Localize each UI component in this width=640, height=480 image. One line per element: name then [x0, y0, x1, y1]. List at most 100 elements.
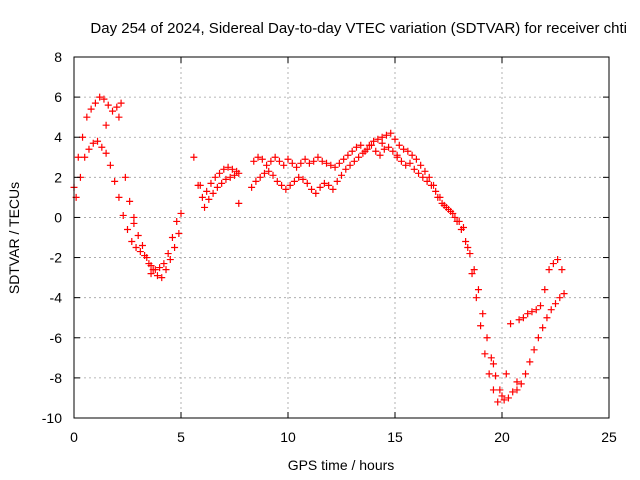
data-point	[344, 151, 352, 159]
data-point	[130, 219, 138, 227]
data-point	[380, 145, 388, 153]
data-point	[254, 153, 262, 161]
data-point	[205, 195, 213, 203]
data-point	[258, 155, 266, 163]
data-point	[489, 360, 497, 368]
data-point	[507, 320, 515, 328]
data-point	[109, 107, 117, 115]
data-point	[303, 179, 311, 187]
data-point	[269, 171, 277, 179]
data-point	[263, 161, 271, 169]
data-point	[560, 290, 568, 298]
y-tick-label: 6	[54, 89, 62, 105]
x-tick-label: 25	[601, 429, 617, 445]
data-point	[280, 161, 288, 169]
data-point	[286, 181, 294, 189]
data-point	[156, 264, 164, 272]
data-point	[346, 161, 354, 169]
y-tick-label: 0	[54, 209, 62, 225]
data-point	[376, 151, 384, 159]
data-point	[104, 101, 112, 109]
data-point	[275, 157, 283, 165]
data-point	[115, 113, 123, 121]
data-point	[235, 169, 243, 177]
x-tick-label: 5	[177, 429, 185, 445]
data-point	[357, 141, 365, 149]
data-point	[267, 157, 275, 165]
data-point	[323, 159, 331, 167]
data-point	[440, 201, 448, 209]
data-point	[389, 147, 397, 155]
data-point	[410, 165, 418, 173]
data-point	[340, 155, 348, 163]
data-point	[445, 205, 452, 213]
y-tick-labels: -10 -8 -6 -4 -2 0 2 4 6 8	[42, 49, 62, 426]
data-point	[278, 181, 286, 189]
data-point	[226, 173, 234, 181]
data-point	[363, 145, 371, 153]
data-point	[372, 147, 380, 155]
data-point	[470, 266, 478, 274]
data-point	[301, 155, 309, 163]
data-point	[350, 157, 358, 165]
data-point	[130, 213, 138, 221]
data-point	[552, 300, 559, 308]
data-point	[489, 386, 497, 394]
data-point	[265, 167, 273, 175]
data-point	[500, 396, 508, 404]
data-point	[166, 256, 174, 264]
data-point	[147, 270, 155, 278]
y-axis-label: SDTVAR / TECUs	[6, 182, 22, 294]
y-tick-label: -6	[50, 330, 63, 346]
x-tick-label: 20	[494, 429, 510, 445]
data-point	[160, 260, 168, 268]
data-point	[198, 193, 206, 201]
y-tick-label: 8	[54, 49, 62, 65]
y-tick-label: 2	[54, 169, 62, 185]
data-point	[271, 153, 279, 161]
data-point	[528, 308, 536, 316]
data-point	[190, 153, 198, 161]
data-point	[293, 163, 301, 171]
data-point	[299, 175, 307, 183]
data-point	[207, 179, 215, 187]
data-point	[327, 161, 335, 169]
data-point	[284, 155, 292, 163]
data-point	[391, 135, 399, 143]
data-point	[547, 306, 555, 314]
data-point	[466, 250, 474, 258]
data-point	[81, 153, 89, 161]
data-point	[387, 129, 395, 137]
data-point	[472, 294, 480, 302]
data-point	[534, 334, 542, 342]
data-point	[235, 199, 243, 207]
data-point	[224, 163, 232, 171]
data-point	[374, 135, 382, 143]
data-point	[355, 153, 363, 161]
y-tick-label: -8	[50, 370, 63, 386]
data-point	[79, 133, 87, 141]
data-point	[252, 177, 260, 185]
data-point	[203, 187, 211, 195]
data-point	[83, 113, 91, 121]
data-series	[72, 137, 568, 404]
data-point	[554, 256, 562, 264]
data-point	[91, 99, 99, 107]
data-point	[464, 244, 472, 252]
data-point	[94, 137, 102, 145]
data-point	[158, 274, 166, 282]
data-point	[113, 103, 121, 111]
data-point	[149, 266, 157, 274]
data-point	[100, 95, 108, 103]
data-point	[260, 169, 268, 177]
data-point	[102, 149, 110, 157]
data-point	[432, 187, 440, 195]
data-point	[545, 266, 553, 274]
x-tick-label: 10	[280, 429, 296, 445]
data-point	[256, 173, 264, 181]
data-point	[494, 398, 502, 406]
plot-frame	[73, 56, 610, 419]
data-point	[177, 209, 185, 217]
data-point	[134, 231, 142, 239]
